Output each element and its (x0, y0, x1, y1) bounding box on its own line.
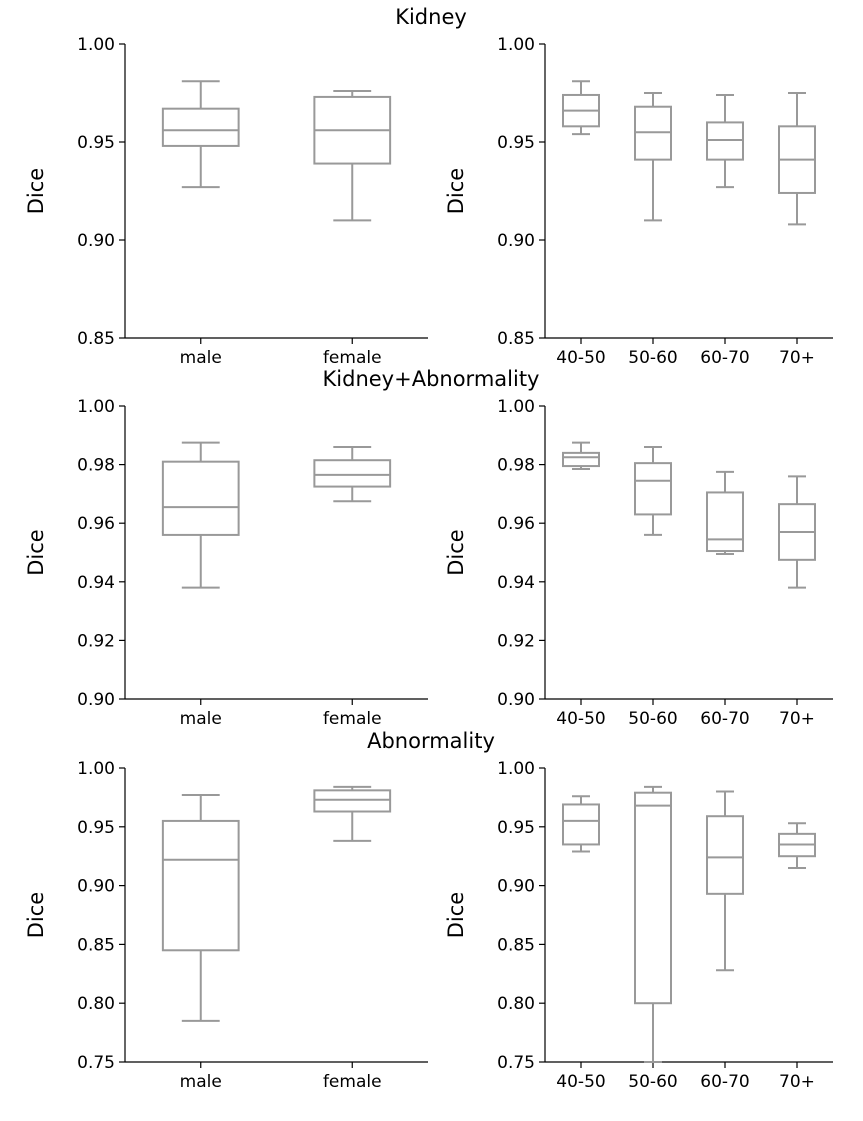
y-tick-label: 0.94 (77, 573, 115, 593)
chart-panel-5: 0.75 0.80 0.85 0.90 0.95 1.00 Dice 40-50 50-60 60… (444, 759, 833, 1092)
row-title: Abnormality (367, 729, 495, 753)
iqr-box (161, 819, 240, 952)
y-axis-label: Dice (24, 892, 48, 938)
y-axis-label: Dice (24, 529, 48, 575)
x-tick-label: 60-70 (700, 709, 749, 729)
iqr-box (313, 789, 392, 813)
chart-panel-1: 0.85 0.90 0.95 1.00 Dice 40-50 50-60 60-70 70+ (444, 35, 833, 368)
row-title: Kidney+Abnormality (323, 367, 540, 391)
y-axis-label: Dice (444, 168, 468, 214)
x-tick-label: 70+ (779, 348, 815, 368)
x-tick-label: 60-70 (700, 348, 749, 368)
y-tick-label: 1.00 (77, 35, 115, 55)
y-tick-label: 0.96 (77, 514, 115, 534)
x-tick-label: 60-70 (700, 1072, 749, 1092)
iqr-box (706, 491, 744, 553)
y-tick-label: 1.00 (497, 397, 535, 417)
x-tick-label: 40-50 (556, 1072, 605, 1092)
x-tick-label: 70+ (779, 1072, 815, 1092)
y-tick-label: 0.85 (77, 935, 115, 955)
y-tick-label: 0.85 (497, 329, 535, 349)
y-axis-label: Dice (444, 892, 468, 938)
y-tick-label: 0.90 (77, 877, 115, 897)
y-tick-label: 0.98 (497, 456, 535, 476)
x-tick-label: 50-60 (628, 709, 677, 729)
y-tick-label: 0.80 (497, 994, 535, 1014)
y-tick-label: 0.95 (77, 133, 115, 153)
y-axis-label: Dice (444, 529, 468, 575)
iqr-box (161, 107, 240, 147)
y-tick-label: 0.90 (77, 690, 115, 710)
y-tick-label: 0.95 (497, 818, 535, 838)
y-tick-label: 0.95 (77, 818, 115, 838)
x-tick-label: male (180, 348, 222, 368)
y-tick-label: 0.80 (77, 994, 115, 1014)
chart-panel-0: 0.85 0.90 0.95 1.00 Dice male female (24, 35, 428, 368)
x-tick-label: female (323, 709, 382, 729)
x-tick-label: 50-60 (628, 348, 677, 368)
y-tick-label: 0.85 (497, 935, 535, 955)
iqr-box (161, 460, 240, 536)
y-tick-label: 0.92 (497, 631, 535, 651)
y-tick-label: 1.00 (497, 35, 535, 55)
y-tick-label: 0.90 (77, 231, 115, 251)
x-tick-label: male (180, 709, 222, 729)
y-tick-label: 0.98 (77, 456, 115, 476)
x-tick-label: female (323, 1072, 382, 1092)
iqr-box (706, 815, 744, 895)
y-tick-label: 1.00 (77, 759, 115, 779)
y-tick-label: 0.95 (497, 133, 535, 153)
iqr-box (634, 791, 672, 1005)
x-tick-label: 40-50 (556, 348, 605, 368)
y-tick-label: 0.75 (497, 1053, 535, 1073)
y-tick-label: 1.00 (497, 759, 535, 779)
x-tick-label: 70+ (779, 709, 815, 729)
row-title: Kidney (395, 5, 467, 29)
iqr-box (313, 459, 392, 488)
chart-panel-4: 0.75 0.80 0.85 0.90 0.95 1.00 Dice male female (24, 759, 428, 1092)
iqr-box (562, 803, 600, 846)
x-tick-label: male (180, 1072, 222, 1092)
y-axis-label: Dice (24, 168, 48, 214)
x-tick-label: female (323, 348, 382, 368)
x-tick-label: 40-50 (556, 709, 605, 729)
chart-panel-3: 0.90 0.92 0.94 0.96 0.98 1.00 Dice 40-50 50-60 60… (444, 397, 833, 729)
y-tick-label: 0.90 (497, 690, 535, 710)
y-tick-label: 0.90 (497, 231, 535, 251)
x-tick-label: 50-60 (628, 1072, 677, 1092)
y-tick-label: 0.94 (497, 573, 535, 593)
y-tick-label: 1.00 (77, 397, 115, 417)
y-tick-label: 0.92 (77, 631, 115, 651)
y-tick-label: 0.96 (497, 514, 535, 534)
y-tick-label: 0.85 (77, 329, 115, 349)
y-tick-label: 0.75 (77, 1053, 115, 1073)
y-tick-label: 0.90 (497, 877, 535, 897)
iqr-box (634, 462, 672, 516)
chart-panel-2: 0.90 0.92 0.94 0.96 0.98 1.00 Dice male female (24, 397, 428, 729)
iqr-box (562, 451, 600, 468)
